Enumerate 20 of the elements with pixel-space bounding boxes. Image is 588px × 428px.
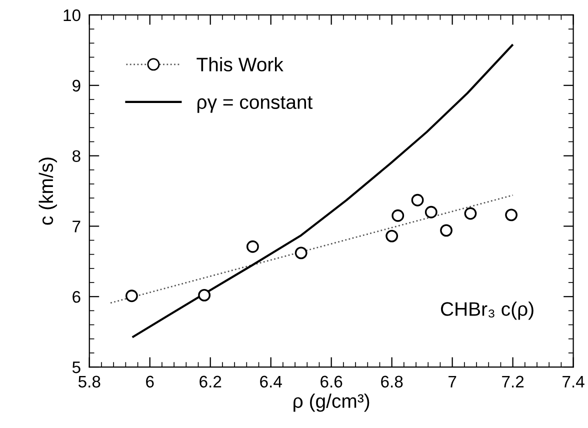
- legend-label: This Work: [196, 57, 284, 72]
- y-tick-label: 6: [72, 291, 80, 303]
- y-tick-label: 9: [72, 80, 80, 92]
- x-tick-label: 7: [448, 376, 456, 388]
- legend-label: ργ = constant: [197, 96, 313, 113]
- x-tick-label: 6.2: [200, 376, 222, 388]
- x-tick-label: 6.8: [381, 376, 403, 388]
- y-tick-label: 10: [64, 9, 80, 22]
- y-tick-label: 5: [72, 362, 80, 374]
- x-tick-label: 5.8: [78, 376, 100, 388]
- x-tick-label: 6.6: [320, 376, 342, 388]
- y-tick-label: 7: [72, 220, 80, 232]
- x-axis-title: ρ (g/cm³): [294, 394, 370, 412]
- x-tick-label: 6: [146, 376, 154, 388]
- annotation: CHBr₃ c(ρ): [440, 302, 534, 320]
- x-tick-label: 6.4: [260, 376, 282, 388]
- x-tick-label: 7.2: [502, 376, 524, 388]
- y-tick-label: 8: [72, 150, 80, 162]
- x-tick-label: 7.4: [562, 376, 584, 388]
- y-axis-title: c (km/s): [38, 158, 57, 225]
